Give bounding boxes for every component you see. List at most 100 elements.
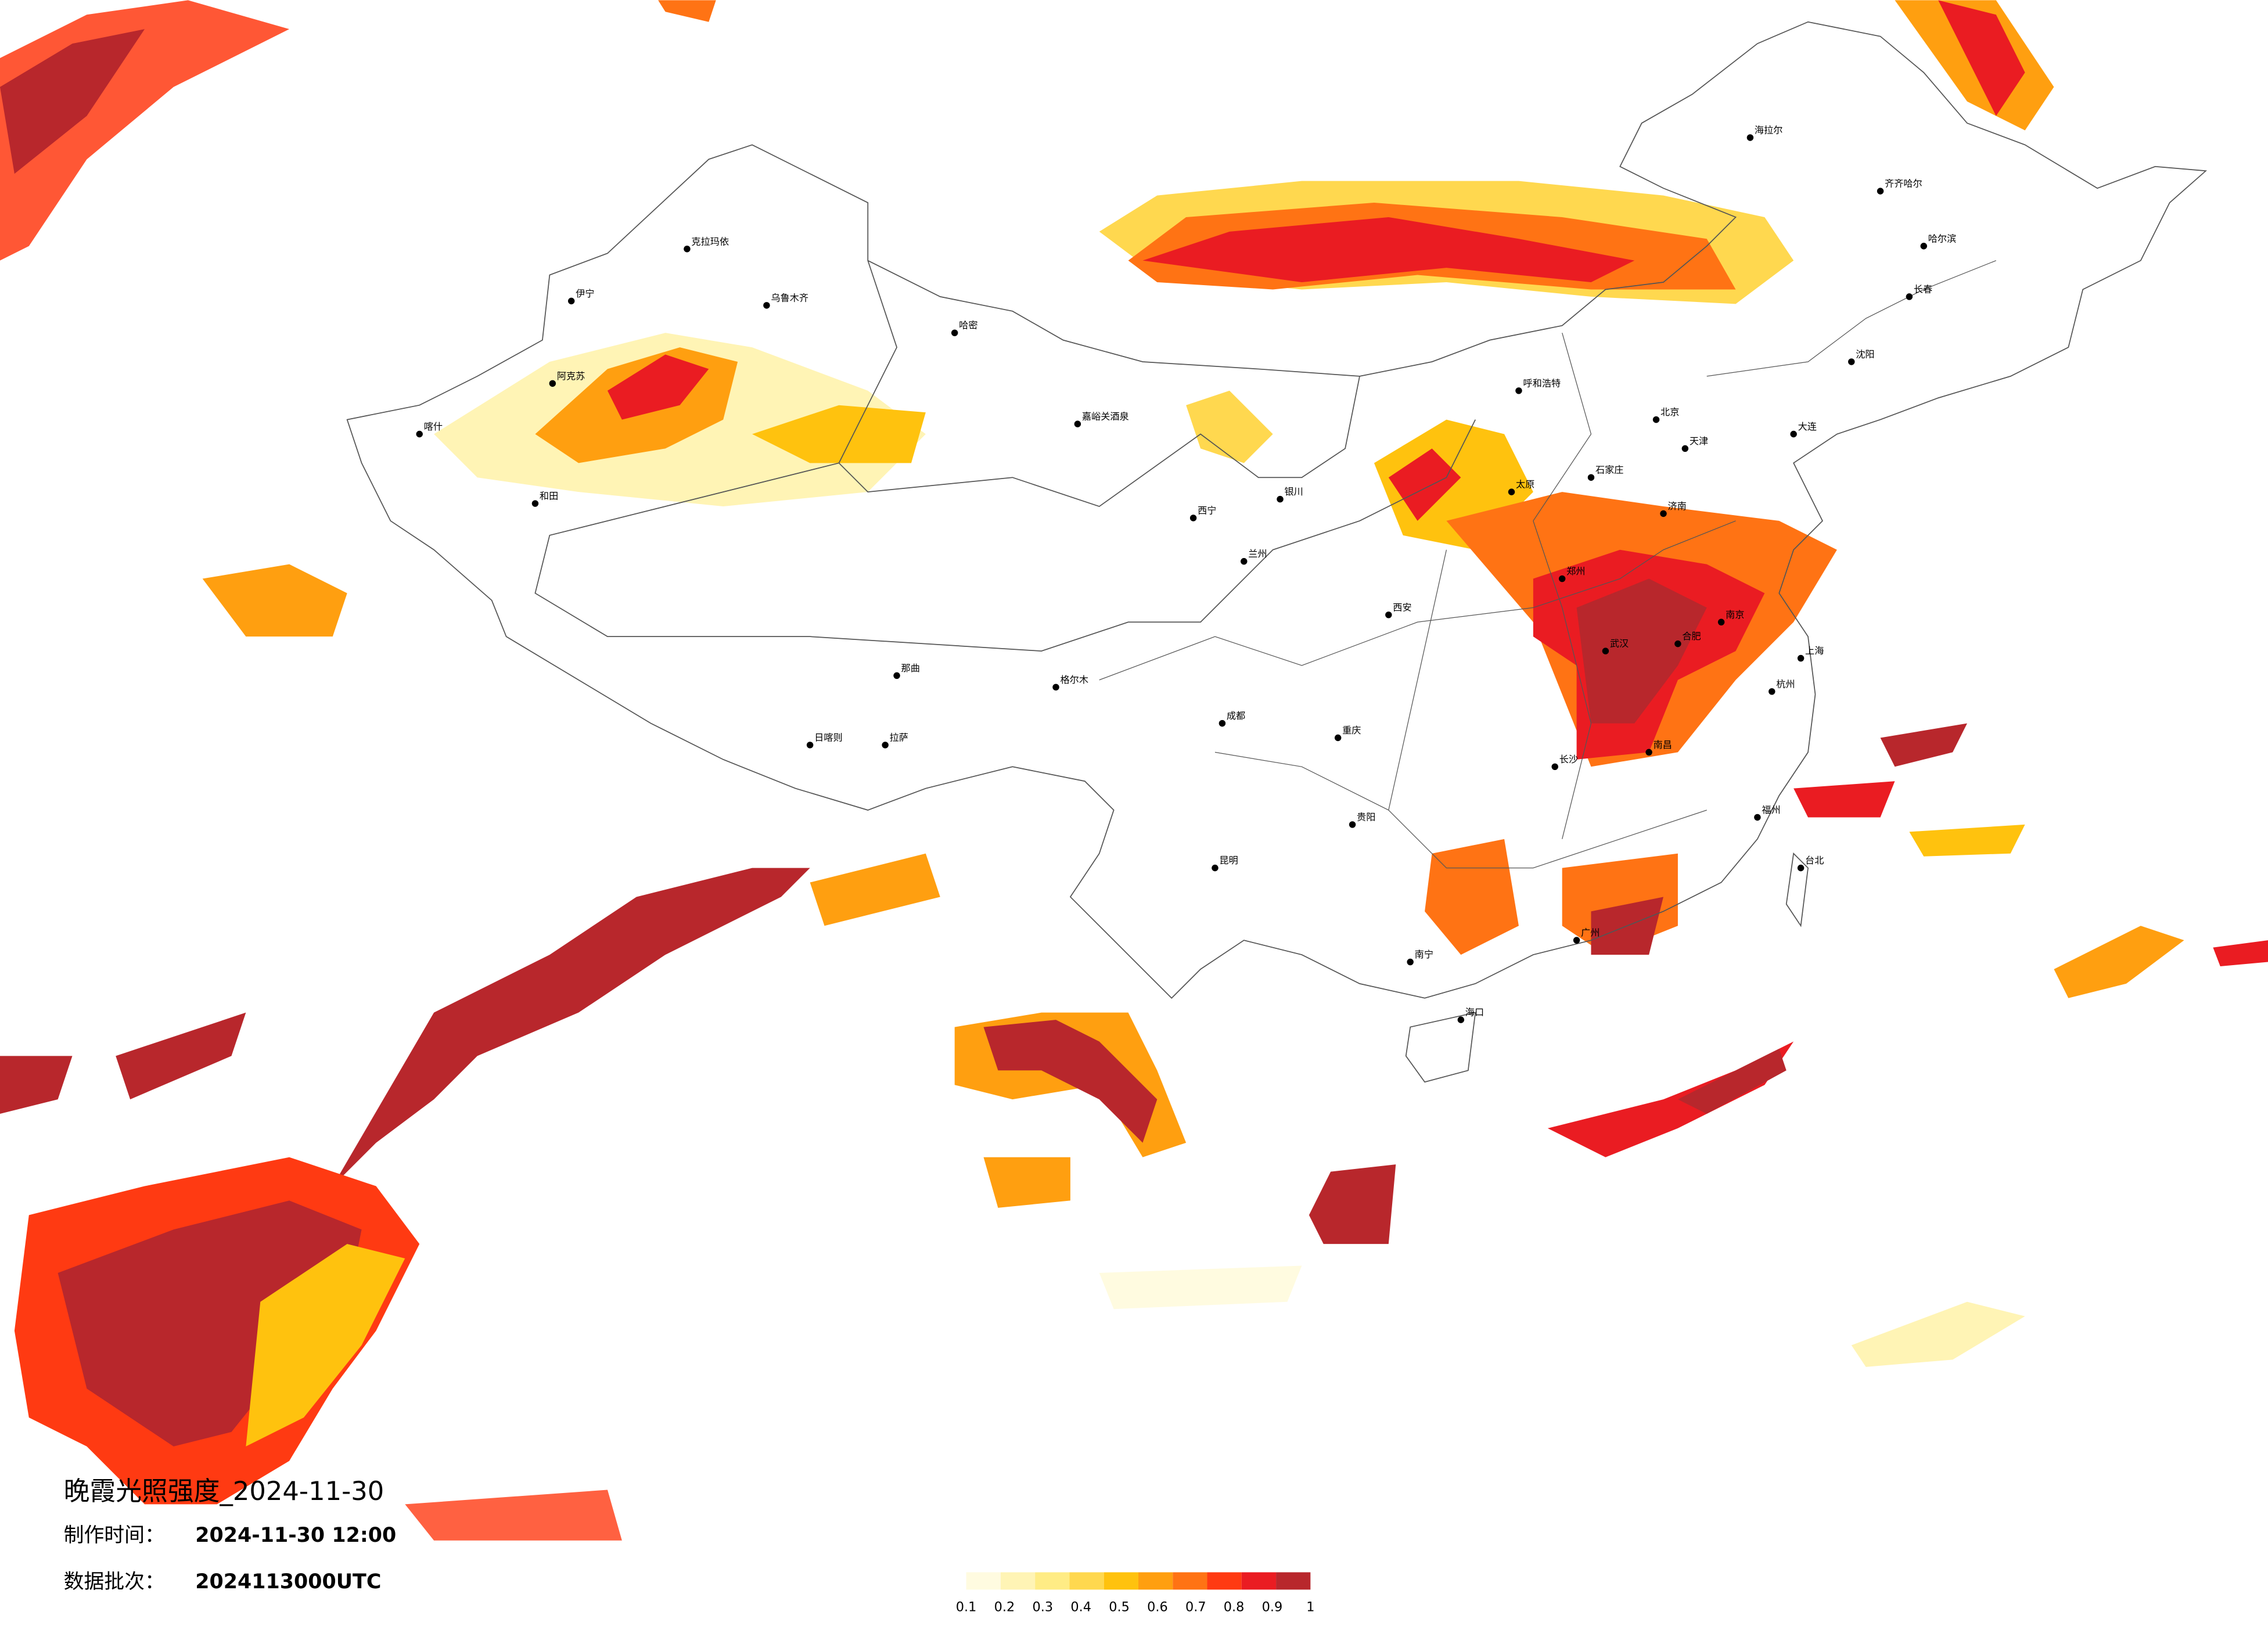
legend-swatch bbox=[1035, 1572, 1070, 1590]
city-dot bbox=[1385, 611, 1392, 618]
city-label: 合肥 bbox=[1682, 631, 1701, 642]
legend-swatch bbox=[1069, 1572, 1104, 1590]
city-label: 杭州 bbox=[1776, 678, 1795, 689]
city-label: 北京 bbox=[1660, 406, 1679, 418]
city-label: 沈阳 bbox=[1856, 349, 1874, 360]
city-label: 银川 bbox=[1285, 486, 1303, 497]
city-label: 上海 bbox=[1805, 645, 1824, 656]
city-label: 武汉 bbox=[1610, 638, 1629, 649]
city-label: 太原 bbox=[1516, 479, 1534, 490]
city-label: 克拉玛依 bbox=[691, 236, 729, 247]
city-dot bbox=[1681, 445, 1689, 452]
legend-tick-label: 0.5 bbox=[1109, 1600, 1130, 1615]
city-label: 长春 bbox=[1914, 283, 1932, 294]
city-dot bbox=[1074, 420, 1081, 427]
city-label: 喀什 bbox=[424, 421, 443, 432]
city-dot bbox=[1920, 243, 1928, 250]
city-label: 哈密 bbox=[959, 320, 977, 331]
legend-tick-label: 0.1 bbox=[956, 1600, 977, 1615]
city-dot bbox=[1877, 188, 1884, 195]
city-label: 台北 bbox=[1805, 855, 1824, 866]
city-dot bbox=[1717, 618, 1725, 625]
city-dot bbox=[1660, 510, 1667, 517]
city-label: 呼和浩特 bbox=[1523, 377, 1561, 388]
city-label: 南昌 bbox=[1654, 739, 1672, 750]
city-dot bbox=[763, 302, 770, 309]
city-dot bbox=[951, 329, 958, 336]
legend-tick-label: 0.9 bbox=[1262, 1600, 1283, 1615]
city-label: 那曲 bbox=[901, 663, 920, 674]
city-label: 格尔木 bbox=[1060, 674, 1088, 685]
city-dot bbox=[1754, 814, 1761, 821]
city-label: 兰州 bbox=[1248, 548, 1267, 559]
city-dot bbox=[1746, 134, 1754, 141]
city-dot bbox=[1587, 474, 1595, 481]
city-label: 日喀则 bbox=[814, 732, 843, 743]
legend-tick-label: 0.4 bbox=[1070, 1600, 1091, 1615]
city-label: 福州 bbox=[1762, 804, 1780, 815]
legend-swatch bbox=[1173, 1572, 1207, 1590]
intensity-field bbox=[0, 0, 2268, 1541]
city-label: 成都 bbox=[1227, 710, 1245, 721]
city-dot bbox=[1558, 575, 1566, 582]
city-label: 广州 bbox=[1581, 927, 1600, 938]
city-label: 重庆 bbox=[1342, 725, 1361, 736]
legend-tick-label: 0.6 bbox=[1147, 1600, 1168, 1615]
city-label: 阿克苏 bbox=[557, 370, 585, 382]
city-label: 和田 bbox=[540, 491, 558, 502]
city-dot bbox=[1906, 293, 1913, 300]
city-dot bbox=[1769, 688, 1775, 695]
city-dot bbox=[1515, 387, 1522, 394]
city-label: 南宁 bbox=[1415, 949, 1433, 960]
batch-label: 数据批次： bbox=[64, 1570, 165, 1593]
city-dot bbox=[882, 742, 889, 749]
legend-tick-label: 0.2 bbox=[994, 1600, 1015, 1615]
city-dot bbox=[893, 672, 900, 679]
city-label: 西宁 bbox=[1198, 505, 1216, 516]
city-label: 拉萨 bbox=[890, 732, 908, 743]
city-dot bbox=[1277, 495, 1284, 503]
city-label: 乌鲁木齐 bbox=[771, 292, 808, 303]
city-dot bbox=[1573, 937, 1580, 944]
legend: 0.1 0.2 0.3 0.4 0.5 0.6 0.7 0.8 0.9 1 bbox=[956, 1572, 1314, 1615]
legend-swatch bbox=[1138, 1572, 1173, 1590]
city-dot bbox=[1797, 864, 1805, 872]
city-dot bbox=[1645, 749, 1652, 756]
made-label: 制作时间： bbox=[64, 1524, 165, 1547]
city-label: 海拉尔 bbox=[1755, 124, 1783, 135]
legend-swatch bbox=[1276, 1572, 1311, 1590]
city-dot bbox=[1219, 720, 1226, 727]
city-label: 昆明 bbox=[1219, 855, 1238, 866]
city-dot bbox=[684, 246, 691, 253]
city-dot bbox=[1212, 864, 1219, 872]
city-dot bbox=[1334, 734, 1342, 742]
city-dot bbox=[549, 380, 556, 387]
batch-value: 2024113000UTC bbox=[195, 1570, 381, 1593]
borders bbox=[346, 21, 2208, 1083]
title: 晚霞光照强度_2024-11-30 bbox=[64, 1476, 384, 1506]
city-label: 大连 bbox=[1798, 421, 1817, 432]
city-dot bbox=[1241, 557, 1248, 565]
city-dot bbox=[531, 500, 539, 507]
city-label: 哈尔滨 bbox=[1928, 233, 1957, 244]
city-label: 齐齐哈尔 bbox=[1885, 178, 1922, 189]
city-label: 济南 bbox=[1667, 501, 1686, 512]
city-dot bbox=[1349, 821, 1356, 828]
city-dot bbox=[806, 742, 814, 749]
city-dot bbox=[1790, 430, 1797, 438]
city-dot bbox=[1797, 654, 1805, 662]
city-label: 郑州 bbox=[1566, 566, 1585, 577]
legend-tick-label: 0.8 bbox=[1224, 1600, 1245, 1615]
legend-swatch bbox=[1104, 1572, 1138, 1590]
city-dot bbox=[567, 297, 575, 305]
legend-swatch bbox=[1207, 1572, 1242, 1590]
legend-swatch bbox=[966, 1572, 1001, 1590]
city-label: 嘉峪关酒泉 bbox=[1082, 411, 1129, 422]
city-dot bbox=[1551, 763, 1558, 771]
city-label: 长沙 bbox=[1559, 754, 1578, 765]
legend-swatch bbox=[1000, 1572, 1036, 1590]
city-dot bbox=[416, 430, 423, 438]
city-dot bbox=[1052, 684, 1059, 691]
